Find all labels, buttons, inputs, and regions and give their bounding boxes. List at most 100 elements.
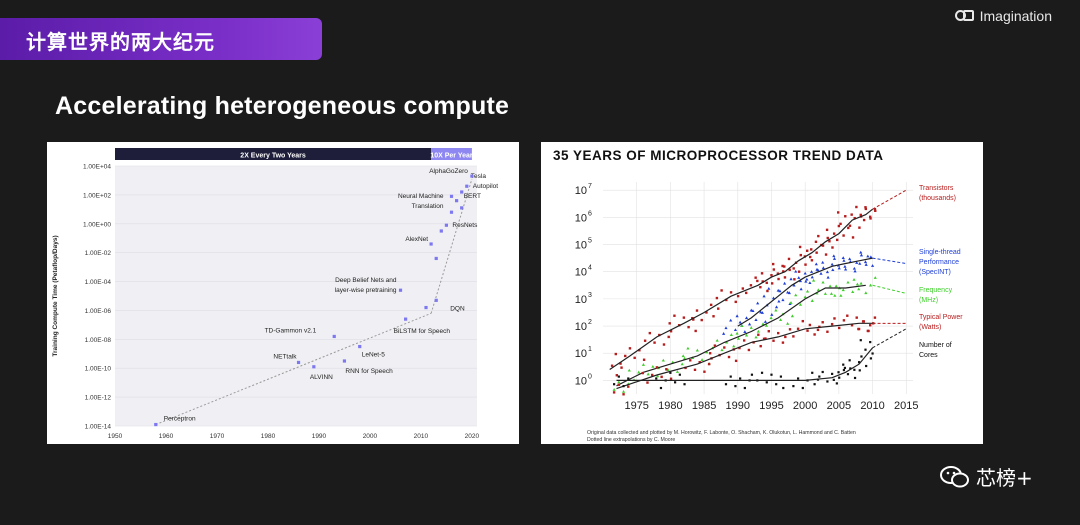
data-point: [818, 375, 821, 378]
data-point: [651, 364, 655, 368]
data-point: [700, 318, 703, 322]
footnote: Dotted line extrapolations by C. Moore: [587, 437, 675, 443]
data-point: [675, 370, 680, 373]
data-point: [826, 236, 829, 240]
data-label: AlexNet: [405, 236, 428, 243]
data-point: [783, 265, 786, 268]
data-point: [836, 211, 840, 214]
x-tick-label: 1980: [658, 400, 682, 412]
data-point: [835, 238, 839, 242]
data-point: [610, 364, 614, 367]
data-point: [642, 358, 646, 361]
data-label: Translation: [412, 203, 444, 210]
data-point: [736, 336, 741, 340]
data-point: [692, 318, 695, 321]
data-point: [832, 254, 836, 258]
y-tick-label: 10: [575, 348, 587, 360]
y-tick-exponent: 7: [588, 183, 592, 190]
data-point: [769, 316, 773, 320]
data-point: [669, 371, 672, 374]
data-point: [444, 223, 449, 227]
data-point: [825, 228, 829, 232]
y-tick-exponent: 0: [588, 373, 592, 380]
compute-trend-chart: 2X Every Two Years 10X Per Year 1.00E-14 1.…: [52, 148, 498, 440]
data-point: [814, 262, 818, 266]
data-point: [668, 322, 671, 325]
data-point: [864, 291, 868, 295]
series-label: Frequency: [919, 287, 953, 294]
data-point: [821, 260, 825, 264]
data-label: AlphaGoZero: [429, 168, 468, 175]
data-point: [708, 352, 712, 355]
data-point: [741, 287, 745, 290]
data-point: [782, 270, 785, 273]
data-point: [762, 294, 766, 298]
data-point: [824, 253, 828, 256]
data-point: [439, 229, 443, 233]
data-point: [665, 368, 668, 371]
data-point: [734, 300, 737, 304]
data-point: [860, 355, 863, 358]
data-point: [810, 248, 813, 251]
data-label: Deep Belief Nets and: [335, 277, 397, 284]
projection-line: [872, 284, 907, 294]
data-point: [154, 422, 158, 427]
data-point: [761, 280, 764, 283]
data-point: [788, 328, 792, 331]
data-point: [763, 320, 768, 323]
data-point: [810, 275, 814, 279]
data-point: [686, 346, 690, 350]
data-point: [826, 380, 829, 383]
data-point: [821, 280, 825, 284]
trendline: [430, 178, 473, 314]
slide-headline: Accelerating heterogeneous compute: [55, 92, 510, 120]
data-point: [817, 234, 820, 238]
data-point: [771, 262, 775, 266]
data-point: [332, 334, 336, 339]
data-point: [790, 314, 794, 318]
data-point: [805, 249, 809, 252]
data-point: [725, 340, 729, 344]
data-point: [648, 331, 652, 335]
data-point: [743, 330, 747, 333]
data-point: [816, 288, 820, 292]
y-tick-label: 10: [575, 294, 587, 306]
compute-trend-chart-panel: 2X Every Two Years 10X Per Year 1.00E-14 1.…: [47, 142, 519, 444]
data-point: [683, 383, 686, 386]
x-tick-label: 1950: [108, 433, 123, 440]
trend-line: [616, 322, 873, 390]
data-point: [847, 226, 850, 230]
data-point: [765, 381, 768, 384]
data-point: [621, 389, 626, 393]
data-point: [842, 234, 845, 237]
data-point: [628, 347, 632, 350]
data-point: [832, 378, 835, 381]
data-point: [855, 205, 858, 209]
data-point: [797, 270, 801, 273]
data-point: [703, 370, 706, 373]
data-label: Autopilot: [473, 183, 498, 190]
data-point: [624, 354, 627, 358]
data-point: [841, 288, 845, 292]
data-point: [680, 362, 684, 366]
data-point: [841, 256, 845, 260]
data-point: [821, 244, 825, 247]
data-point: [678, 373, 681, 376]
series-label: Typical Power: [919, 314, 963, 321]
data-point: [864, 207, 868, 211]
data-point: [724, 326, 728, 330]
data-point: [814, 240, 818, 243]
data-point: [695, 309, 699, 312]
data-point: [819, 271, 823, 275]
data-point: [658, 333, 661, 337]
y-axis-title: Training Compute Time (Petaflop/Days): [52, 235, 59, 356]
data-point: [749, 326, 753, 329]
data-point: [823, 292, 827, 295]
data-point: [705, 350, 709, 354]
data-point: [653, 341, 656, 344]
microprocessor-trend-chart-panel: 35 YEARS OF MICROPROCESSOR TREND DATA 10 0…: [541, 142, 983, 444]
data-point: [747, 322, 752, 326]
data-point: [743, 386, 746, 390]
data-point: [779, 375, 783, 378]
data-point: [826, 330, 829, 333]
